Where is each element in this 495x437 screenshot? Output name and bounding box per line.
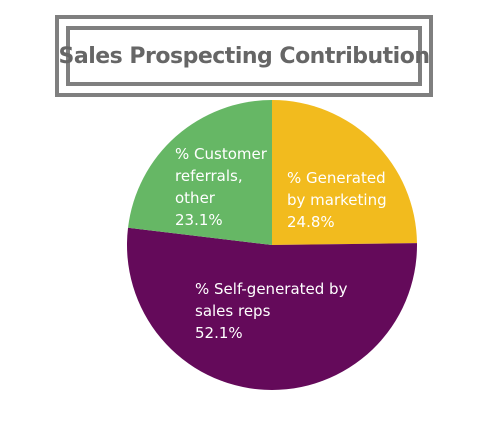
chart-title: Sales Prospecting Contribution (58, 43, 431, 69)
slice-label-line: 24.8% (287, 213, 335, 231)
slice-label-line: referrals, (175, 167, 243, 185)
slice-label: % Customer referrals, other 23.1% (175, 145, 268, 229)
slice-label-line: 52.1% (195, 324, 243, 342)
chart-title-frame: Sales Prospecting Contribution (55, 15, 433, 97)
slice-label: % Self-generated by sales reps 52.1% (195, 280, 348, 342)
slice-label-line: % Generated (287, 169, 386, 187)
slice-label-line: % Customer (175, 145, 268, 163)
pie-slice (272, 100, 417, 245)
slice-label-line: sales reps (195, 302, 271, 320)
slice-label-line: other (175, 189, 216, 207)
pie-slice (127, 227, 418, 390)
slice-label: % Generated by marketing 24.8% (287, 169, 387, 231)
slice-label-line: % Self-generated by (195, 280, 348, 298)
slice-label-line: by marketing (287, 191, 387, 209)
pie-slice (128, 100, 272, 245)
chart-title-inner-frame: Sales Prospecting Contribution (59, 26, 430, 86)
slice-label-line: 23.1% (175, 211, 223, 229)
